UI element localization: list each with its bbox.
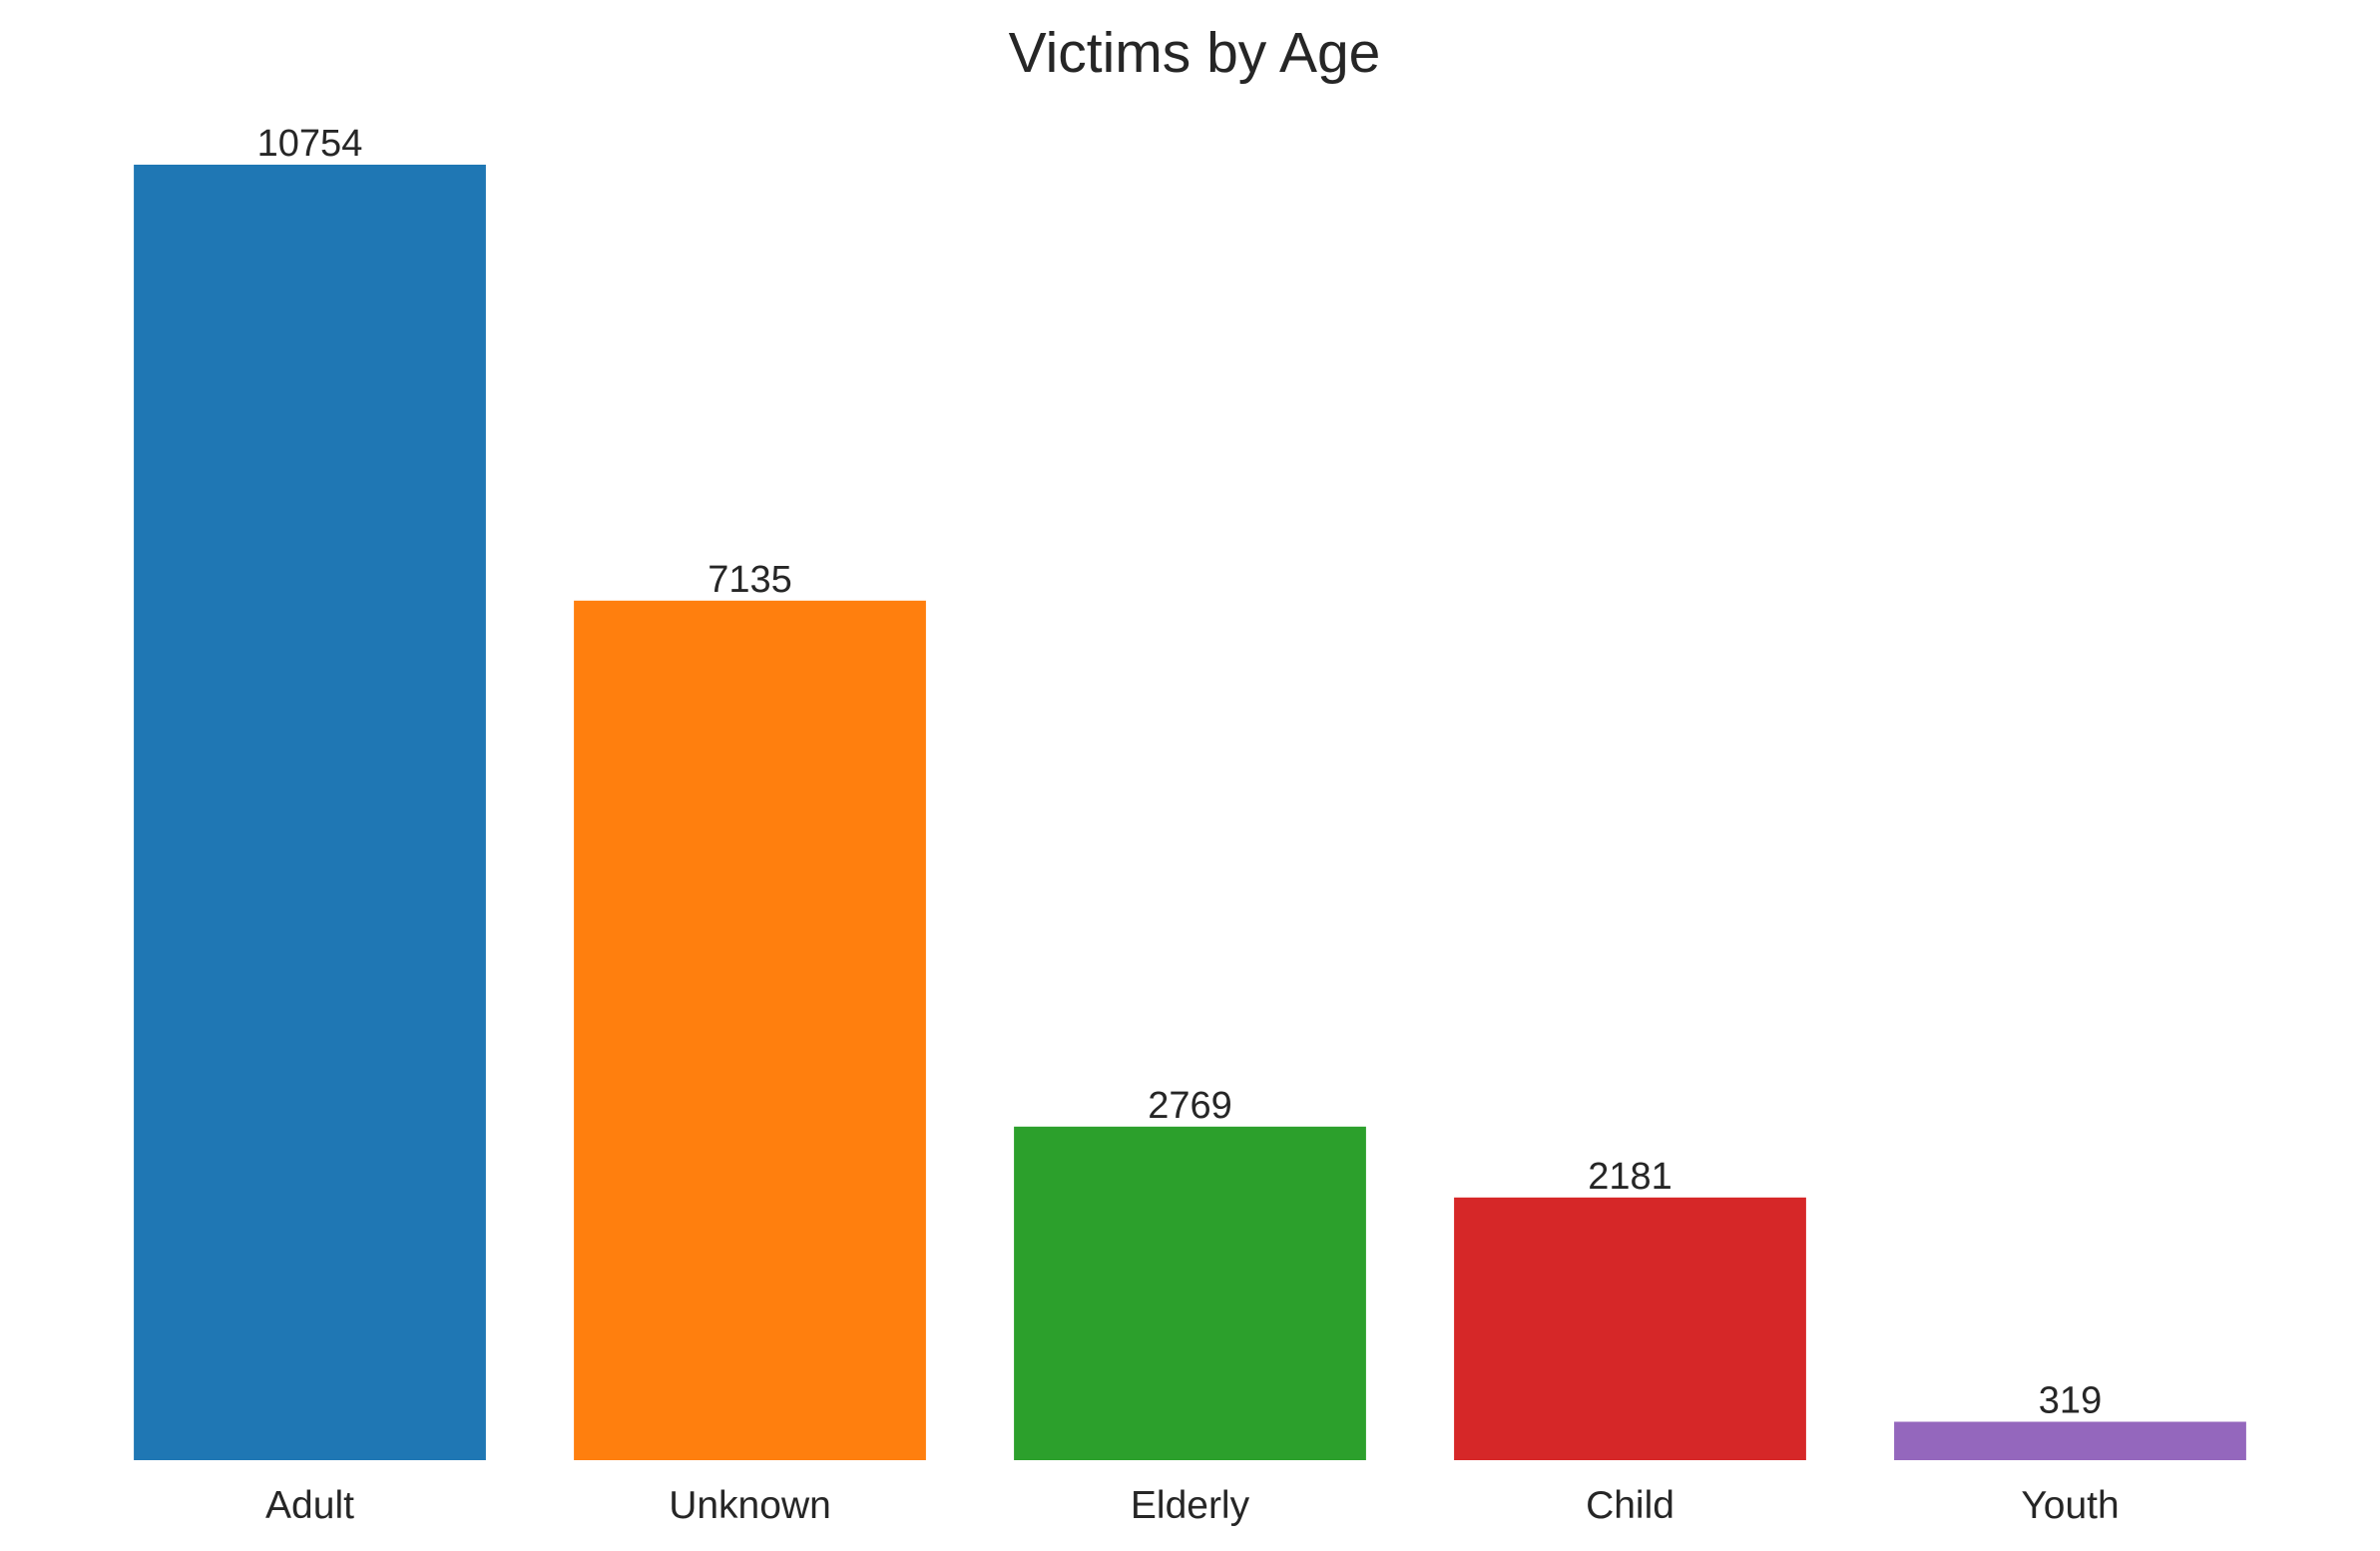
bar-unknown [574, 600, 926, 1460]
bar-child [1454, 1197, 1806, 1460]
value-label-unknown: 7135 [708, 559, 792, 601]
bar-adult [134, 165, 486, 1460]
value-label-child: 2181 [1588, 1156, 1672, 1198]
value-label-elderly: 2769 [1148, 1085, 1232, 1127]
chart-title: Victims by Age [1009, 21, 1381, 85]
x-tick-label-child: Child [1586, 1484, 1674, 1527]
bar-youth [1894, 1421, 2246, 1460]
x-tick-label-elderly: Elderly [1131, 1484, 1250, 1527]
value-label-adult: 10754 [257, 123, 363, 165]
bars-group [134, 165, 2246, 1460]
x-tick-labels-group: Adult Unknown Elderly Child Youth [265, 1484, 2120, 1527]
value-labels-group: 10754 7135 2769 2181 319 [257, 123, 2103, 1422]
x-tick-label-youth: Youth [2021, 1484, 2119, 1527]
bar-elderly [1014, 1126, 1366, 1460]
x-tick-label-adult: Adult [265, 1484, 354, 1527]
value-label-youth: 319 [2039, 1380, 2102, 1422]
x-tick-label-unknown: Unknown [669, 1484, 831, 1527]
